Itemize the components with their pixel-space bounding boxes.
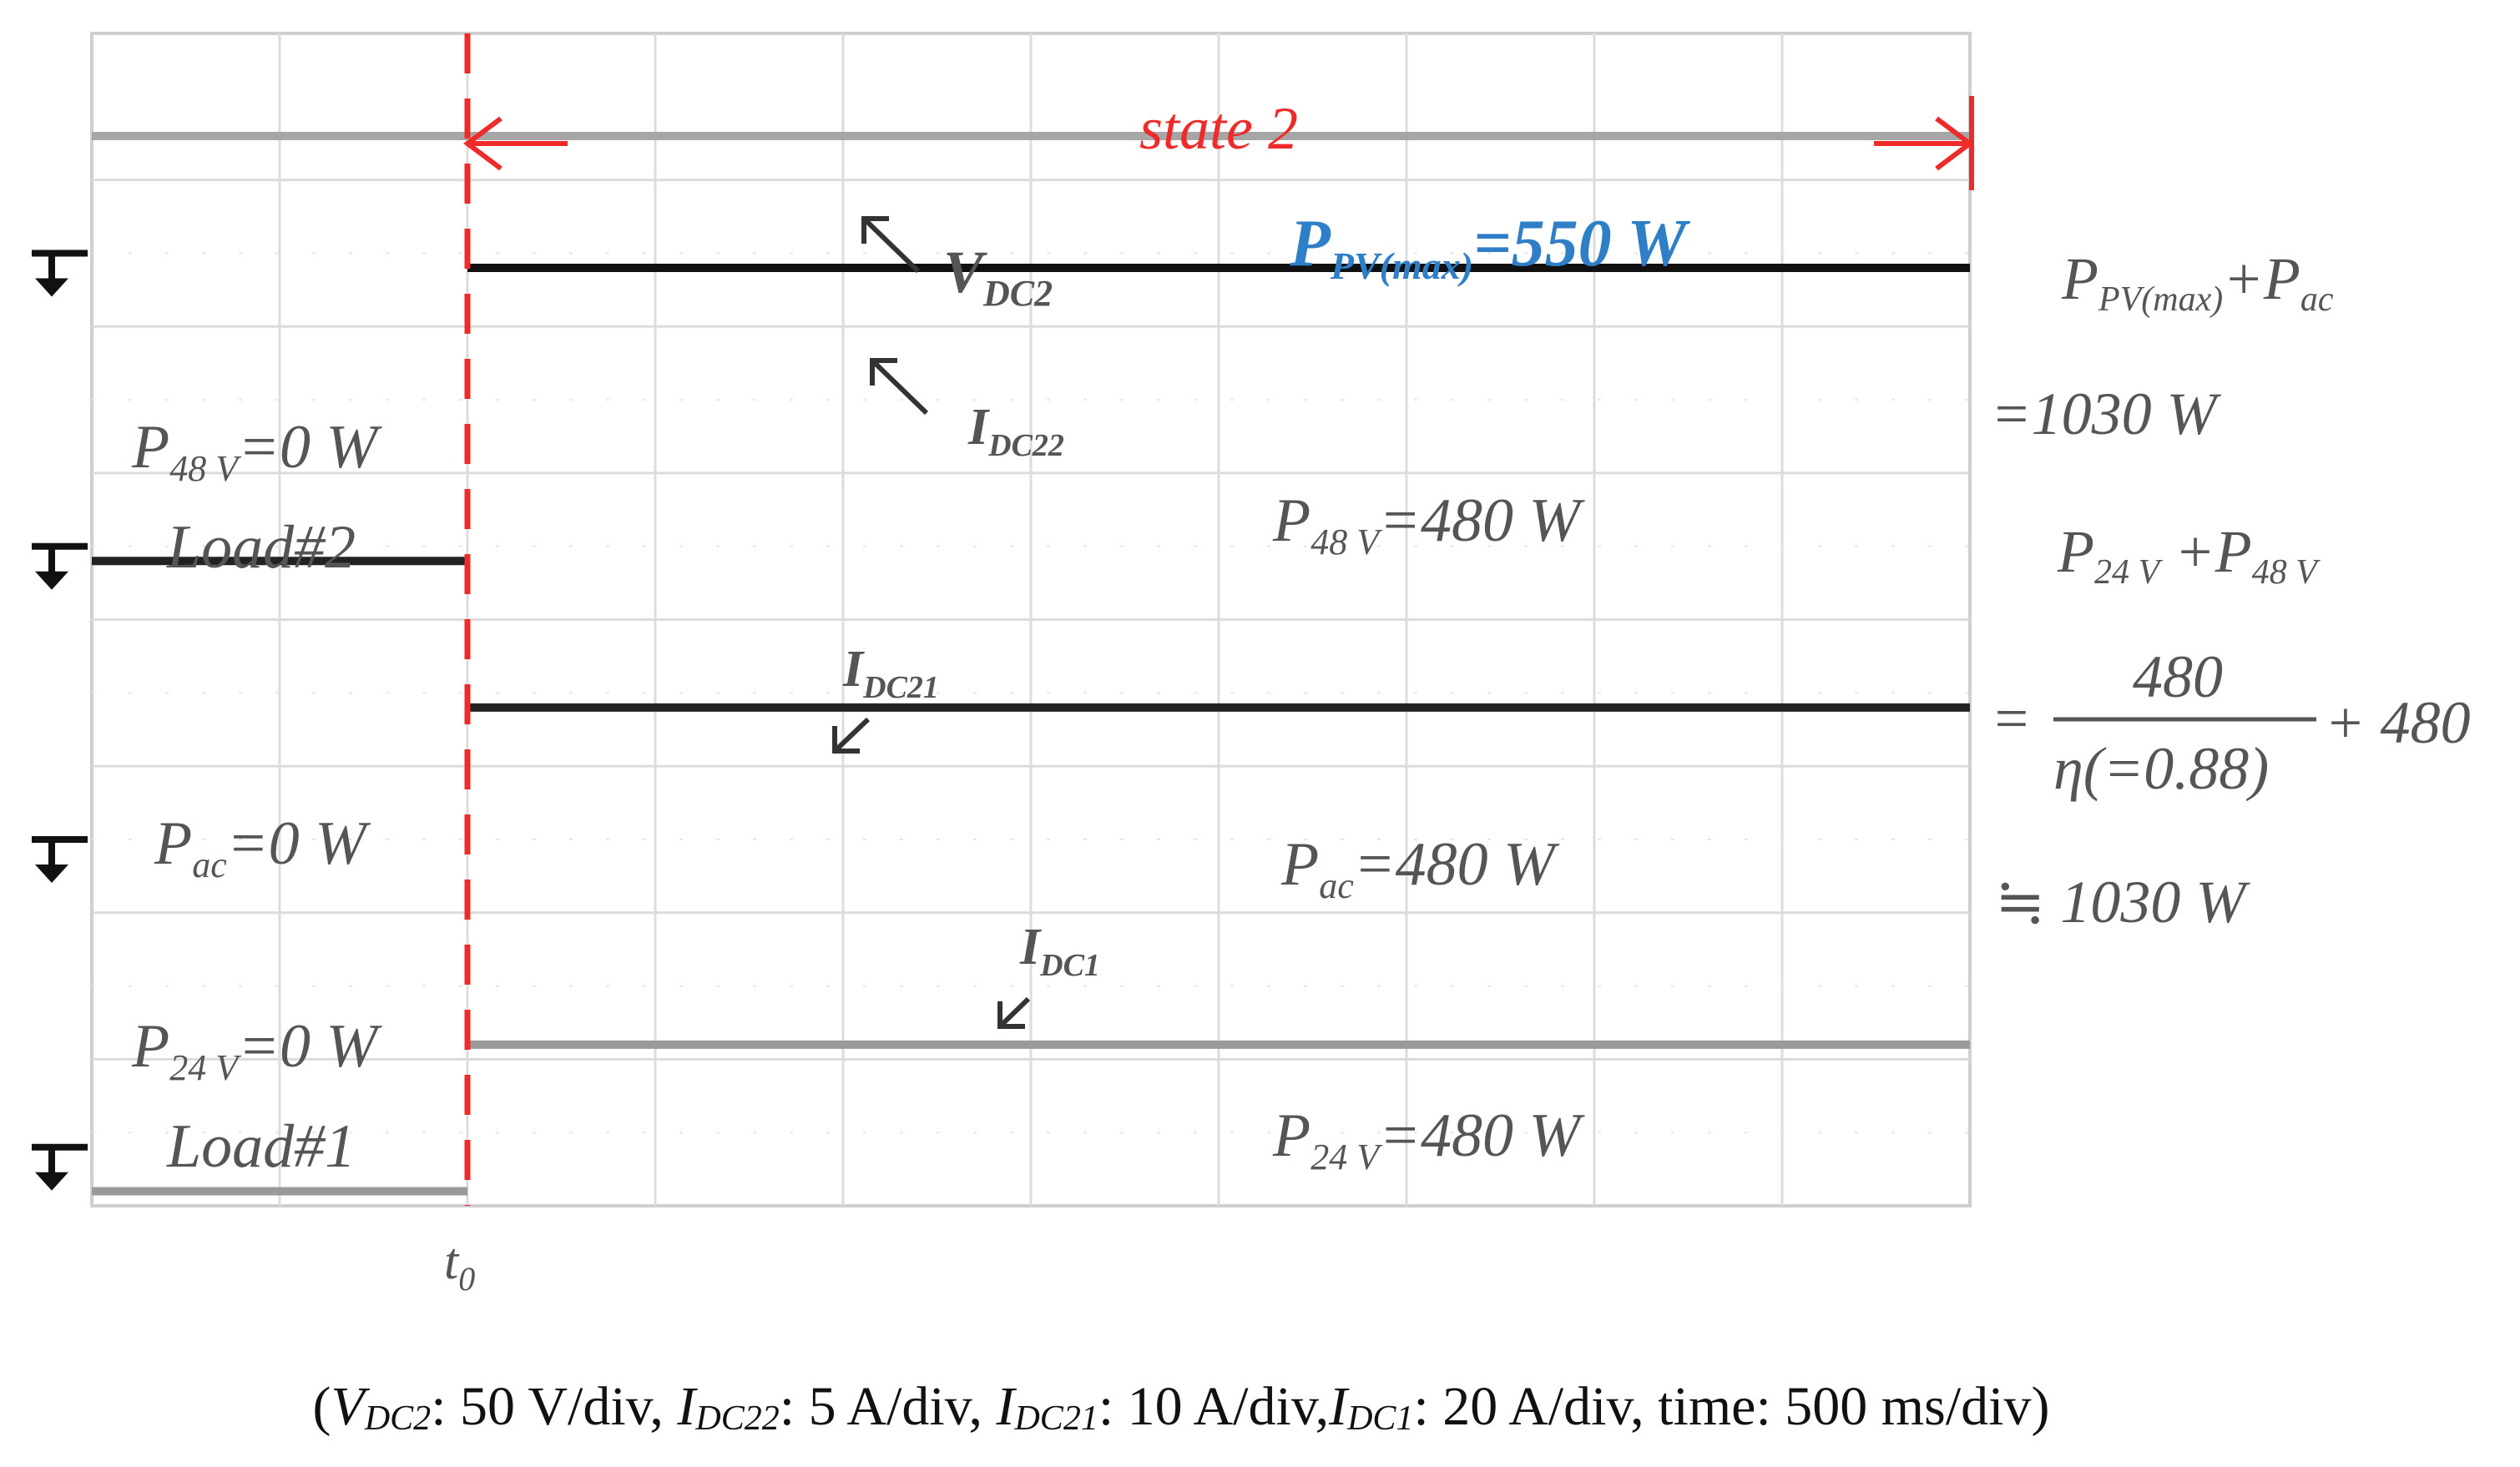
state-2-label: state 2 bbox=[1139, 95, 1298, 162]
pointer-arrows bbox=[832, 216, 1031, 1029]
equation-approx: ≒ 1030 W bbox=[1995, 869, 2250, 935]
ground-marker-icon bbox=[32, 835, 88, 883]
ground-marker-icon bbox=[32, 542, 88, 590]
equation-denominator: η(=0.88) bbox=[2053, 735, 2269, 802]
equation-line-2: =1030 W bbox=[1991, 381, 2222, 447]
p48-zero-label: P48 V=0 W bbox=[131, 413, 383, 489]
idc21-label: IDC21 bbox=[842, 641, 939, 705]
grid bbox=[92, 33, 1970, 1206]
traces bbox=[92, 131, 1970, 1196]
equation-numerator: 480 bbox=[2133, 643, 2223, 710]
equation-eq-sign: = bbox=[1991, 685, 2032, 752]
t0-label: t0 bbox=[444, 1233, 475, 1298]
load2-label: Load#2 bbox=[166, 513, 356, 582]
idc22-label: IDC22 bbox=[967, 399, 1064, 463]
idc1-label: IDC1 bbox=[1019, 919, 1100, 983]
load1-label: Load#1 bbox=[166, 1112, 356, 1181]
ppv-max-label: PPV(max)=550 W bbox=[1289, 207, 1690, 287]
scale-caption: (VDC2: 50 V/div, IDC22: 5 A/div, IDC21: … bbox=[312, 1376, 2050, 1438]
p48-on-label: P48 V=480 W bbox=[1272, 486, 1586, 562]
side-equation: PPV(max)+Pac =1030 W P24 V +P48 V = 480 … bbox=[1991, 245, 2471, 935]
pac-zero-label: Pac=0 W bbox=[154, 809, 371, 885]
pac-on-label: Pac=480 W bbox=[1280, 830, 1560, 906]
vdc2-label: VDC2 bbox=[943, 239, 1053, 314]
equation-line-3: P24 V +P48 V bbox=[2057, 518, 2321, 592]
ground-markers bbox=[32, 250, 88, 1191]
p24-zero-label: P24 V=0 W bbox=[131, 1012, 383, 1088]
ground-marker-icon bbox=[32, 1143, 88, 1191]
ground-marker-icon bbox=[32, 250, 88, 297]
equation-line-1: PPV(max)+Pac bbox=[2061, 245, 2334, 319]
state-2-span bbox=[463, 96, 1974, 190]
p24-on-label: P24 V=480 W bbox=[1272, 1102, 1586, 1177]
equation-plus-term: + 480 bbox=[2325, 689, 2471, 756]
